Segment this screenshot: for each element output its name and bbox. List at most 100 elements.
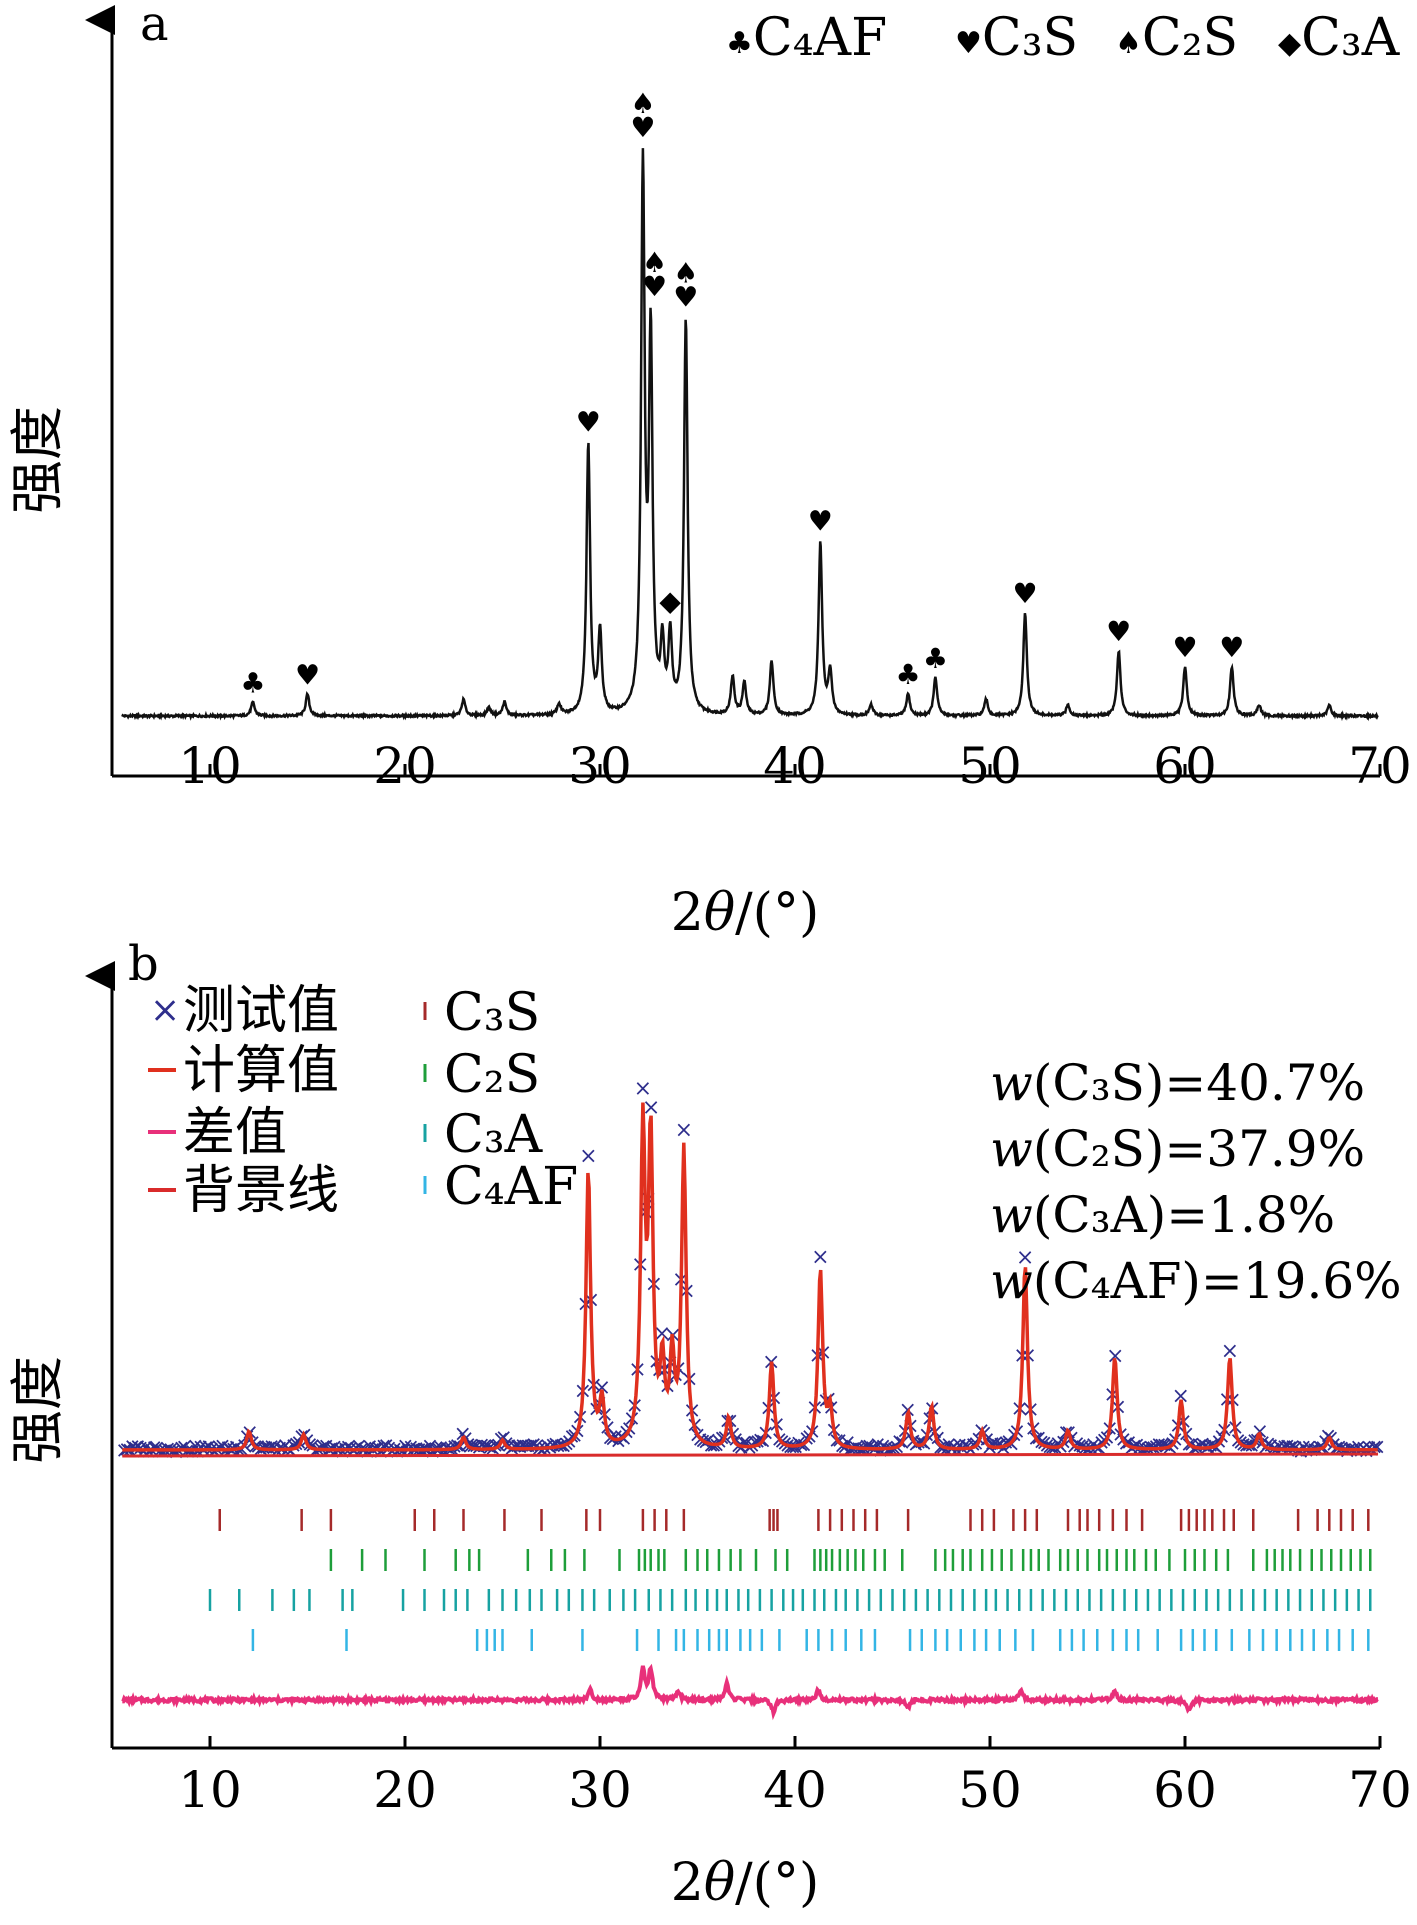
legend-item-c3a: ◆C₃A — [1278, 8, 1401, 68]
observed-point: × — [533, 1438, 551, 1463]
observed-point: × — [325, 1435, 343, 1460]
observed-point: × — [1171, 1384, 1189, 1409]
panel-a-ylabel: 强度 — [6, 406, 69, 514]
observed-point: × — [508, 1434, 526, 1459]
panel-a-letter: a — [140, 0, 169, 52]
observed-point: × — [186, 1434, 204, 1459]
observed-point: × — [546, 1432, 564, 1457]
observed-point: × — [303, 1434, 321, 1459]
observed-point: × — [1016, 1246, 1034, 1271]
observed-point: × — [317, 1434, 335, 1459]
phase-label-c3s: C₃S — [444, 983, 540, 1043]
observed-point: × — [402, 1435, 420, 1460]
observed-point: × — [1191, 1433, 1209, 1458]
observed-point: × — [1155, 1433, 1173, 1458]
observed-point: × — [383, 1439, 401, 1464]
x-tick-label: 60 — [1153, 1761, 1217, 1819]
peak-marker: ♣ — [240, 666, 265, 699]
observed-point: × — [1292, 1439, 1310, 1464]
observed-point: × — [1106, 1344, 1124, 1369]
panel-b-reflection-ticks — [208, 1509, 1372, 1651]
fraction-c3s: w(C₃S)=40.7% — [990, 1054, 1365, 1112]
panel-b-phase-legend: C₃S C₂S C₃A C₄AF — [423, 983, 578, 1217]
observed-point: × — [189, 1440, 207, 1465]
observed-point: × — [1035, 1431, 1053, 1456]
observed-point: × — [522, 1434, 540, 1459]
observed-point: × — [434, 1439, 452, 1464]
observed-point: × — [167, 1440, 185, 1465]
legend-background: 背景线 — [148, 1161, 339, 1221]
observed-point: × — [197, 1435, 215, 1460]
x-tick-label: 30 — [568, 737, 632, 795]
observed-point: × — [314, 1435, 332, 1460]
x-tick-label: 70 — [1348, 1761, 1412, 1819]
observed-point: × — [175, 1435, 193, 1460]
observed-point: × — [183, 1439, 201, 1464]
observed-point: × — [134, 1439, 152, 1464]
observed-point: × — [306, 1439, 324, 1464]
observed-point: × — [333, 1440, 351, 1465]
observed-point: × — [519, 1434, 537, 1459]
panel-a-xrd-pattern — [121, 148, 1379, 722]
observed-point: × — [961, 1438, 979, 1463]
legend-label-background: 背景线 — [183, 1161, 339, 1221]
observed-point: × — [1000, 1429, 1018, 1454]
panel-a-peak-markers: ♣ ♥♥♠♥♠♥◆♠♥♥♣ ♣♥♥ ♥ ♥ — [240, 87, 1244, 699]
peak-marker: ♠ — [642, 246, 667, 279]
x-tick-label: 40 — [763, 1761, 827, 1819]
observed-point: × — [361, 1434, 379, 1459]
peak-marker: ◆ — [659, 584, 681, 617]
observed-point: × — [956, 1433, 974, 1458]
observed-point: × — [860, 1434, 878, 1459]
panel-b: b 10 20 30 40 50 60 70 强度 2θ/(°) ×××××××××××××… — [6, 936, 1412, 1913]
observed-point: × — [1049, 1431, 1067, 1456]
fraction-c2s: w(C₂S)=37.9% — [990, 1120, 1365, 1178]
observed-point: × — [1193, 1432, 1211, 1457]
peak-marker: ♣ — [923, 642, 948, 675]
observed-point: × — [170, 1439, 188, 1464]
observed-point: × — [145, 1435, 163, 1460]
observed-point: × — [276, 1433, 294, 1458]
observed-point: × — [789, 1431, 807, 1456]
observed-point: × — [423, 1440, 441, 1465]
peak-marker: ♥ — [630, 111, 655, 144]
legend-label-observed: 测试值 — [183, 981, 339, 1041]
x-tick-label: 10 — [178, 737, 242, 795]
x-tick-label: 30 — [568, 1761, 632, 1819]
panel-a-x-ticks: 10 20 30 40 50 60 70 — [178, 737, 1412, 795]
phase-label-c3a: C₃A — [444, 1105, 544, 1165]
x-tick-label: 70 — [1348, 737, 1412, 795]
observed-point: × — [265, 1435, 283, 1460]
observed-point: × — [473, 1433, 491, 1458]
peak-marker: ♥ — [642, 270, 667, 303]
peak-marker: ♥ — [576, 406, 601, 439]
observed-point: × — [653, 1321, 671, 1346]
observed-point: × — [737, 1431, 755, 1456]
legend-calculated: 计算值 — [148, 1041, 339, 1101]
observed-point: × — [634, 1077, 652, 1102]
legend-label-difference: 差值 — [183, 1103, 287, 1163]
observed-point: × — [262, 1434, 280, 1459]
observed-point: × — [858, 1434, 876, 1459]
observed-point: × — [1221, 1339, 1239, 1364]
peak-marker: ♥ — [1013, 577, 1038, 610]
fraction-c4af: w(C₄AF)=19.6% — [990, 1252, 1402, 1310]
legend-label-calculated: 计算值 — [183, 1041, 339, 1101]
x-tick-label: 50 — [958, 1761, 1022, 1819]
observed-point: × — [123, 1434, 141, 1459]
observed-point: × — [475, 1434, 493, 1459]
observed-point: × — [129, 1434, 147, 1459]
peak-marker: ♠ — [630, 87, 655, 120]
observed-point: × — [524, 1432, 542, 1457]
panel-b-xlabel: 2θ/(°) — [671, 1853, 820, 1913]
peak-marker: ♥ — [295, 658, 320, 691]
observed-point: × — [1128, 1433, 1146, 1458]
observed-point: × — [1120, 1431, 1138, 1456]
x-tick-label: 40 — [763, 737, 827, 795]
observed-point: × — [467, 1434, 485, 1459]
x-tick-label: 10 — [178, 1761, 242, 1819]
observed-point: × — [396, 1434, 414, 1459]
peak-marker: ♥ — [1219, 631, 1244, 664]
peak-marker: ♠ — [673, 257, 698, 290]
peak-marker: ♣ — [896, 658, 921, 691]
